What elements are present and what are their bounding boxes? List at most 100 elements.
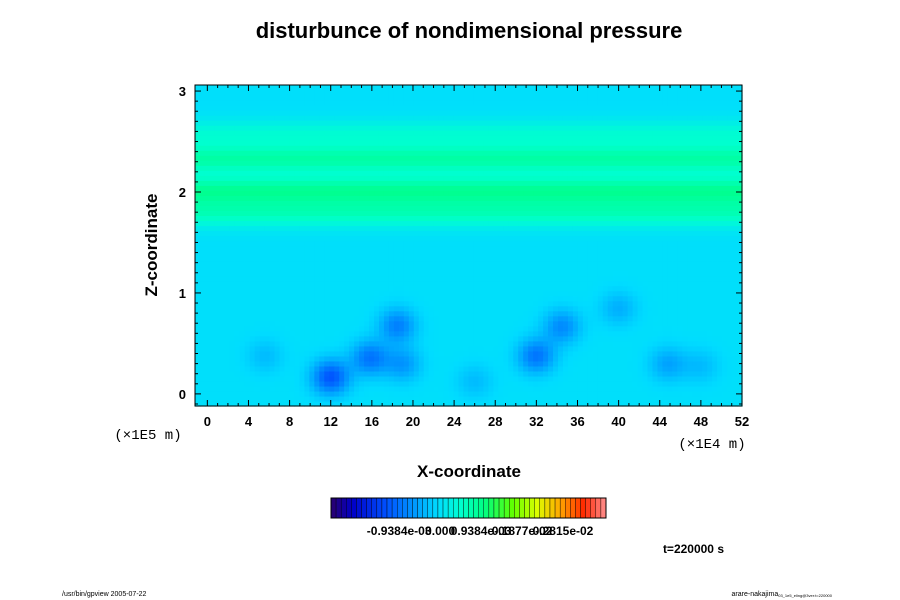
field-cell [349, 135, 355, 141]
field-cell [433, 355, 440, 362]
field-cell [359, 130, 365, 136]
field-cell [533, 390, 539, 397]
field-cell [259, 90, 266, 96]
field-cell [562, 320, 569, 327]
field-cell [324, 330, 330, 337]
field-cell [567, 275, 574, 282]
field-cell [209, 235, 216, 242]
field-cell [408, 335, 415, 342]
field-cell [388, 335, 395, 342]
field-cell [398, 235, 405, 242]
field-cell [199, 300, 206, 307]
field-cell [284, 260, 291, 267]
field-cell [443, 295, 450, 302]
field-cell [294, 300, 301, 307]
field-cell [359, 200, 365, 206]
field-cell [224, 225, 231, 232]
field-cell [219, 200, 226, 206]
field-cell [388, 210, 395, 217]
field-cell [329, 350, 335, 357]
field-cell [354, 270, 360, 277]
field-cell [259, 400, 266, 407]
field-cell [413, 210, 420, 217]
field-cell [224, 290, 231, 297]
field-cell [195, 290, 201, 297]
field-cell [199, 85, 206, 91]
field-cell [493, 350, 499, 357]
field-cell [269, 230, 276, 237]
field-cell [473, 320, 480, 327]
field-cell [319, 285, 325, 292]
field-cell [349, 125, 355, 131]
field-cell [229, 290, 236, 297]
field-cell [359, 255, 365, 262]
field-cell [443, 95, 450, 101]
field-cell [418, 265, 425, 272]
field-cell [259, 240, 266, 247]
field-cell [204, 235, 211, 242]
field-cell [279, 355, 286, 362]
field-cell [284, 130, 291, 136]
field-cell [577, 155, 584, 161]
field-cell [473, 360, 480, 367]
field-cell [239, 220, 246, 227]
field-cell [413, 395, 420, 402]
field-cell [488, 300, 494, 307]
field-cell [229, 155, 236, 161]
field-cell [403, 125, 410, 131]
field-cell [393, 200, 400, 206]
field-cell [543, 120, 549, 126]
field-cell [344, 180, 350, 186]
field-cell [254, 235, 261, 242]
field-cell [364, 310, 370, 317]
field-cell [488, 130, 494, 136]
field-cell [553, 220, 559, 227]
field-cell [329, 240, 335, 247]
field-cell [309, 250, 315, 257]
field-cell [314, 215, 320, 222]
field-cell [577, 250, 584, 257]
field-cell [508, 300, 514, 307]
field-cell [558, 265, 564, 272]
field-cell [558, 340, 564, 347]
field-cell [398, 160, 405, 166]
field-cell [383, 280, 390, 287]
field-cell [369, 270, 375, 277]
field-cell [403, 380, 410, 387]
field-cell [259, 285, 266, 292]
field-cell [562, 370, 569, 377]
field-cell [359, 135, 365, 141]
field-cell [329, 335, 335, 342]
field-cell [309, 185, 315, 191]
field-cell [244, 265, 251, 272]
field-cell [433, 265, 440, 272]
field-cell [329, 180, 335, 186]
field-cell [438, 185, 445, 191]
field-cell [239, 325, 246, 332]
field-cell [249, 330, 256, 337]
field-cell [284, 240, 291, 247]
field-cell [418, 310, 425, 317]
field-cell [398, 270, 405, 277]
field-cell [259, 185, 266, 191]
field-cell [393, 85, 400, 91]
field-cell [199, 385, 206, 392]
field-cell [528, 340, 534, 347]
field-cell [413, 220, 420, 227]
field-cell [577, 220, 584, 227]
field-cell [195, 100, 201, 106]
field-cell [259, 235, 266, 242]
field-cell [239, 355, 246, 362]
field-cell [369, 200, 375, 206]
field-cell [548, 130, 554, 136]
field-cell [264, 205, 271, 211]
field-cell [458, 270, 465, 277]
field-cell [408, 255, 415, 262]
field-cell [433, 110, 440, 116]
field-cell [577, 320, 584, 327]
field-cell [543, 255, 549, 262]
field-cell [543, 310, 549, 317]
field-cell [309, 350, 315, 357]
field-cell [359, 105, 365, 111]
field-cell [533, 195, 539, 201]
